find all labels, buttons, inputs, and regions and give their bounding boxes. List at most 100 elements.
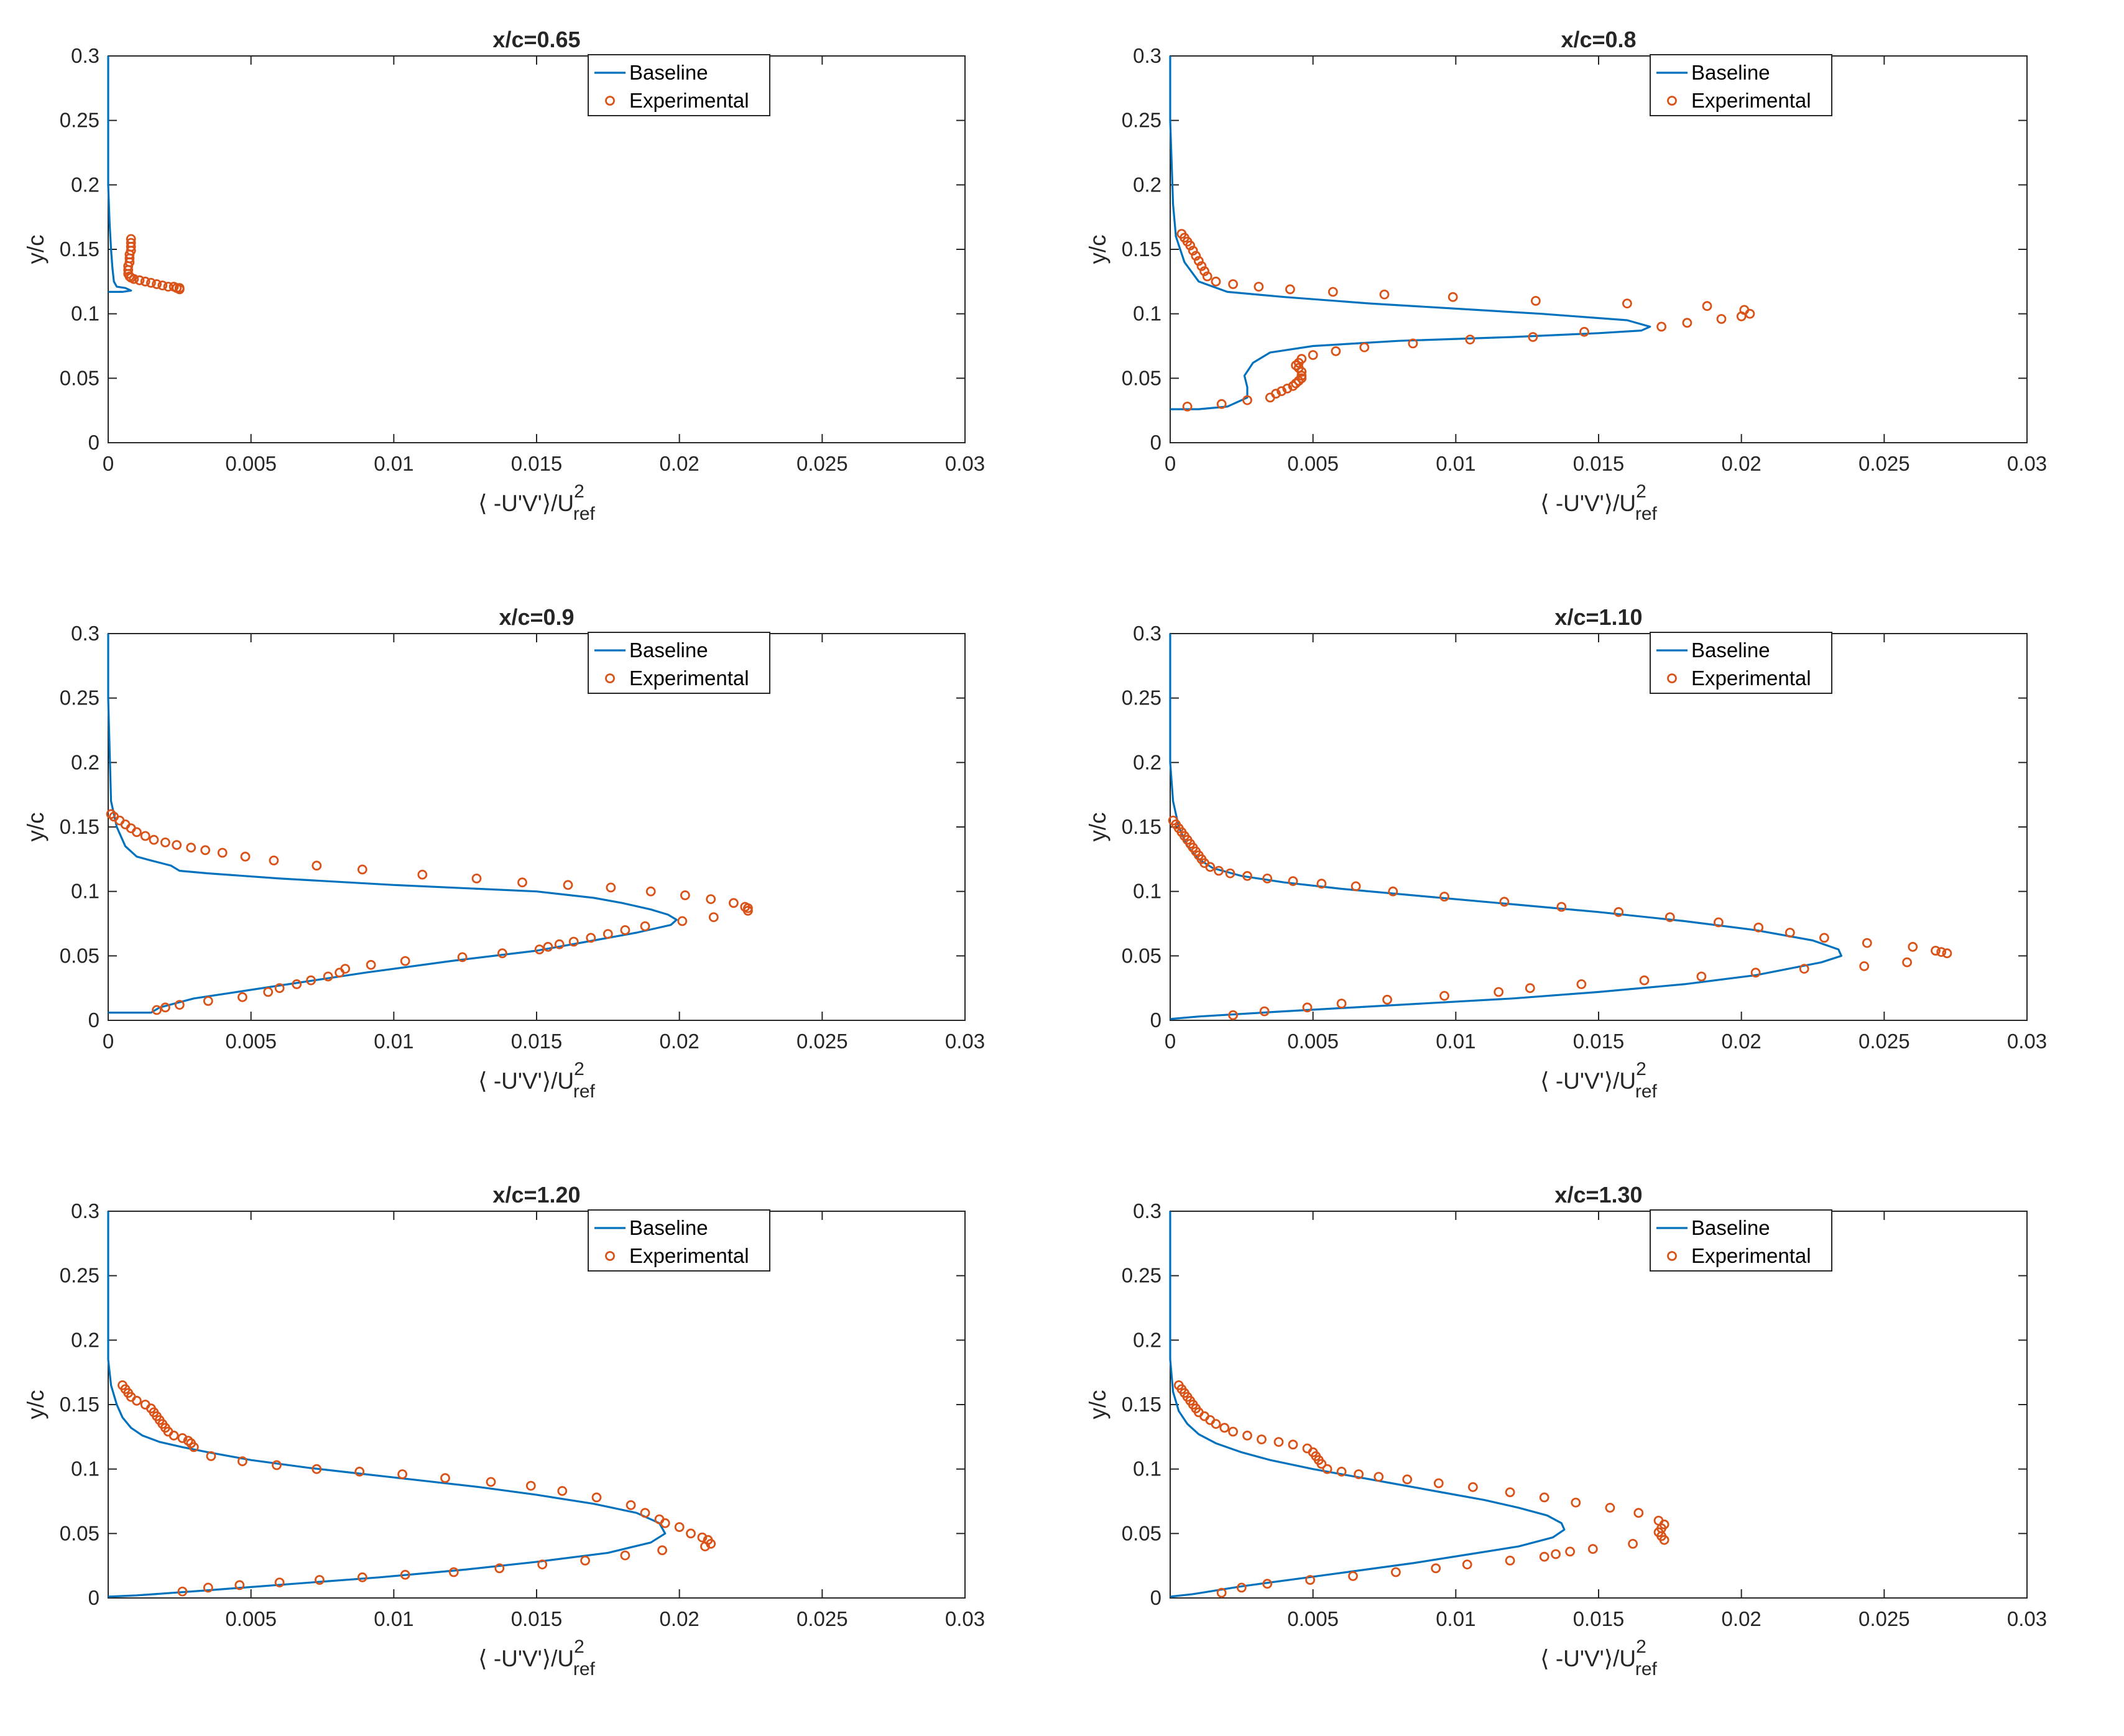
x-tick-label: 0.01 [1436, 452, 1475, 475]
x-tick-label: 0.015 [511, 1607, 563, 1630]
experimental-point [563, 880, 573, 890]
x-tick-label: 0.01 [1436, 1607, 1475, 1630]
x-tick-label: 0.03 [2007, 1607, 2047, 1630]
subplot-xc-1-30: x/c=1.30 0.005 0.01 0.015 0.02 0.025 0.03 0 0.05… [1062, 1155, 2124, 1733]
experimental-point [1348, 1571, 1358, 1581]
x-tick-label: 0.005 [225, 1607, 277, 1630]
subplot-xc-0-9: x/c=0.9 0 0.005 0.01 0.015 0.02 0.025 0.03 0 0.05… [0, 578, 1062, 1155]
baseline-line [107, 56, 132, 293]
legend-experimental-swatch [605, 1251, 615, 1261]
legend: Baseline Experimental [588, 1209, 770, 1272]
experimental-point [580, 1556, 590, 1566]
experimental-point [149, 834, 159, 845]
experimental-point [1216, 1587, 1227, 1598]
experimental-point [1282, 384, 1293, 394]
experimental-point [557, 1486, 568, 1496]
experimental-point [1576, 979, 1587, 989]
experimental-point [1359, 342, 1370, 353]
experimental-point [1628, 1539, 1638, 1549]
experimental-point [1736, 311, 1747, 321]
experimental-point [1465, 335, 1475, 344]
experimental-point [1214, 866, 1224, 876]
experimental-point [1336, 999, 1347, 1009]
experimental-point [1931, 946, 1941, 956]
y-tick-label: 0.25 [60, 109, 99, 132]
experimental-point [131, 1395, 142, 1406]
y-tick-label: 0 [1150, 431, 1161, 454]
y-tick-label: 0.1 [1133, 880, 1161, 903]
x-tick-label: 0.025 [796, 1607, 848, 1630]
series-group [1169, 56, 1755, 412]
experimental-point [486, 1477, 496, 1487]
legend-baseline-label: Baseline [629, 1216, 708, 1239]
chart-title: x/c=0.65 [492, 27, 580, 52]
experimental-point [1331, 346, 1341, 356]
experimental-point [1639, 975, 1650, 986]
plot-area [1170, 1211, 2028, 1599]
experimental-point [525, 1480, 536, 1491]
y-tick-label: 0.2 [71, 750, 99, 773]
y-tick-label: 0.25 [60, 686, 99, 709]
y-tick-label: 0.05 [60, 944, 99, 967]
x-tick-label: 0.005 [1287, 1607, 1339, 1630]
experimental-point [152, 1005, 162, 1015]
experimental-point [706, 1539, 716, 1549]
experimental-point [457, 952, 468, 963]
experimental-point [1228, 1010, 1239, 1020]
experimental-point [1633, 1508, 1644, 1518]
y-axis-label: y/c [23, 1390, 48, 1419]
x-tick-label: 0.01 [374, 452, 413, 475]
y-tick-label: 0 [1150, 1586, 1161, 1609]
experimental-point [1528, 332, 1538, 342]
experimental-point [568, 936, 579, 947]
y-tick-label: 0.3 [1133, 44, 1161, 67]
experimental-point [237, 1456, 247, 1467]
x-tick-label: 0 [103, 1030, 114, 1053]
experimental-point [335, 967, 344, 978]
x-axis-label-sub: ref [573, 1659, 596, 1679]
x-axis-label: ⟨ -U'V'⟩/U2 ref [1540, 1637, 1657, 1679]
legend-experimental-label: Experimental [629, 667, 749, 690]
experimental-point [1714, 917, 1724, 928]
legend-experimental-label: Experimental [629, 1244, 749, 1267]
x-axis-label-sup: 2 [1636, 481, 1646, 502]
experimental-point [274, 1577, 285, 1587]
experimental-point [1571, 1497, 1581, 1508]
experimental-point [645, 886, 656, 897]
experimental-point [1316, 1459, 1327, 1469]
experimental-point [1605, 1503, 1615, 1513]
series-group [1169, 1211, 1669, 1598]
y-tick-label: 0.05 [1122, 944, 1161, 967]
experimental-point [537, 1559, 548, 1569]
x-tick-label: 0 [1165, 452, 1176, 475]
y-tick-label: 0.1 [71, 1457, 99, 1480]
series-group [107, 1211, 716, 1598]
experimental-point [1273, 1437, 1284, 1447]
series-group [1168, 634, 1952, 1020]
y-tick-label: 0.2 [71, 1328, 99, 1351]
experimental-point [315, 1575, 325, 1585]
x-tick-label: 0.02 [1722, 1607, 1762, 1630]
experimental-point [274, 983, 285, 994]
experimental-point [177, 1433, 188, 1443]
legend-baseline-label: Baseline [1691, 639, 1770, 662]
experimental-point [729, 898, 739, 908]
x-tick-label: 0.025 [796, 452, 848, 475]
experimental-point [1908, 941, 1918, 952]
y-tick-label: 0.15 [60, 238, 99, 261]
chart-title: x/c=1.20 [492, 1182, 580, 1207]
experimental-point [534, 944, 545, 954]
x-tick-label: 0.015 [1573, 1607, 1625, 1630]
experimental-point [1551, 1549, 1561, 1559]
y-tick-label: 0.2 [1133, 173, 1161, 196]
y-tick-label: 0.1 [1133, 1457, 1161, 1480]
experimental-point [1433, 1478, 1444, 1489]
experimental-point [152, 279, 162, 289]
experimental-point [1505, 1487, 1515, 1497]
experimental-point [680, 890, 690, 900]
y-tick-label: 0.05 [1122, 366, 1161, 389]
experimental-point [323, 971, 333, 982]
experimental-point [1388, 886, 1398, 897]
experimental-point [1242, 870, 1252, 881]
experimental-point [1785, 928, 1795, 938]
